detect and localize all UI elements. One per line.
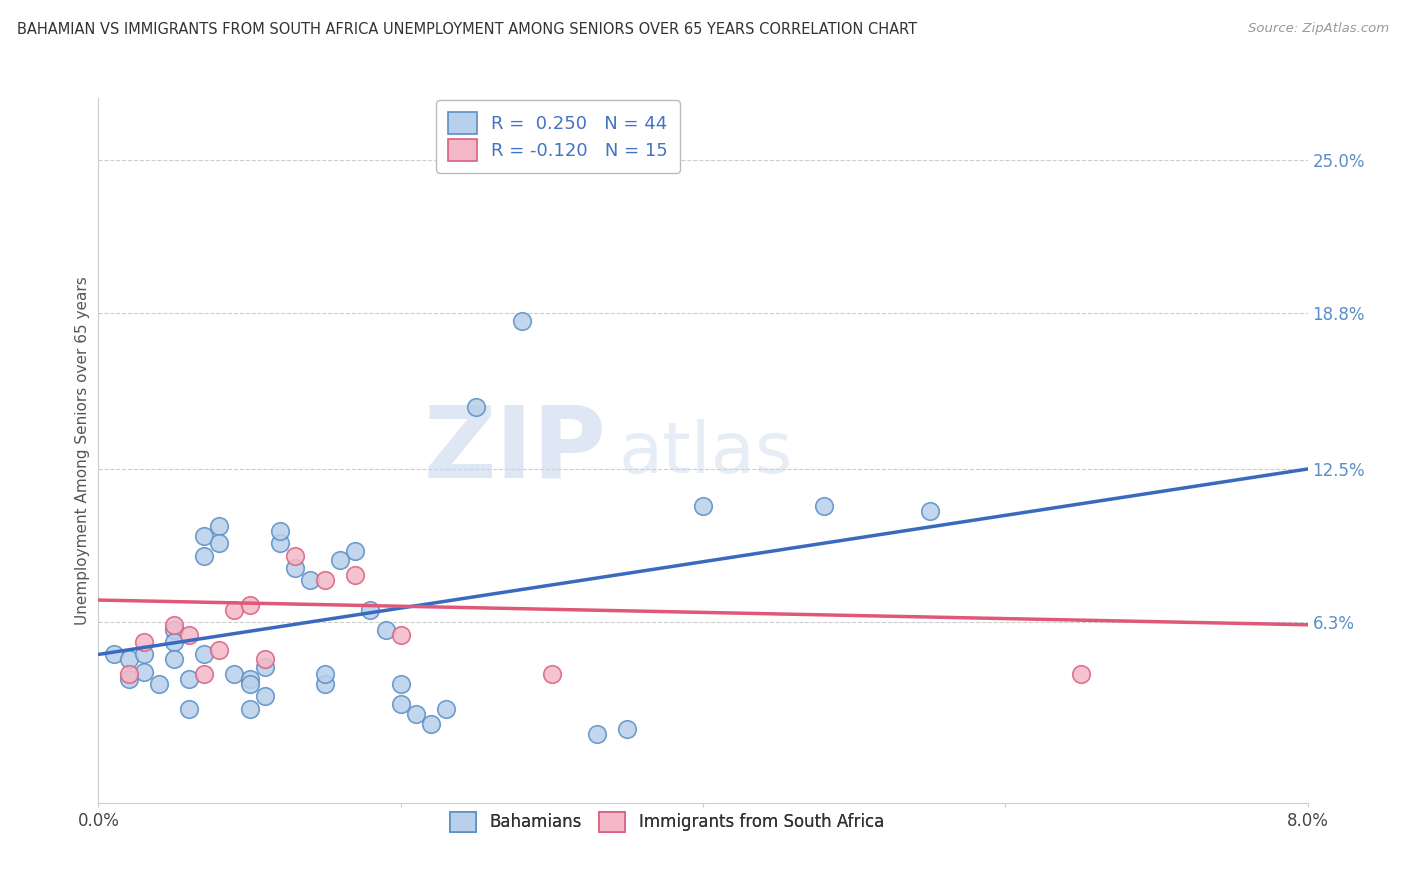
Point [179, 628, 201, 642]
Point [163, 635, 186, 649]
Point [148, 677, 170, 691]
Point [163, 652, 186, 666]
Point [692, 499, 714, 513]
Point [344, 568, 367, 582]
Point [132, 635, 155, 649]
Point [208, 536, 231, 550]
Point [193, 529, 215, 543]
Point [405, 706, 427, 721]
Point [132, 665, 155, 679]
Point [344, 543, 367, 558]
Point [314, 667, 336, 681]
Point [118, 652, 141, 666]
Text: atlas: atlas [619, 419, 793, 489]
Point [314, 677, 336, 691]
Point [465, 400, 488, 414]
Point [193, 549, 215, 563]
Point [193, 648, 215, 662]
Y-axis label: Unemployment Among Seniors over 65 years: Unemployment Among Seniors over 65 years [75, 277, 90, 624]
Point [103, 648, 125, 662]
Point [193, 667, 215, 681]
Point [616, 722, 638, 736]
Point [208, 519, 231, 533]
Point [374, 623, 396, 637]
Text: ZIP: ZIP [423, 402, 606, 499]
Point [434, 702, 457, 716]
Point [239, 677, 262, 691]
Point [329, 553, 352, 567]
Point [510, 313, 533, 327]
Text: BAHAMIAN VS IMMIGRANTS FROM SOUTH AFRICA UNEMPLOYMENT AMONG SENIORS OVER 65 YEAR: BAHAMIAN VS IMMIGRANTS FROM SOUTH AFRICA… [17, 22, 917, 37]
Point [389, 697, 412, 711]
Point [284, 549, 307, 563]
Legend: Bahamians, Immigrants from South Africa: Bahamians, Immigrants from South Africa [441, 804, 893, 840]
Point [132, 648, 155, 662]
Point [918, 504, 941, 518]
Point [586, 726, 609, 740]
Point [239, 702, 262, 716]
Text: Source: ZipAtlas.com: Source: ZipAtlas.com [1249, 22, 1389, 36]
Point [208, 642, 231, 657]
Point [314, 574, 336, 588]
Point [224, 667, 246, 681]
Point [389, 628, 412, 642]
Point [239, 672, 262, 686]
Point [179, 702, 201, 716]
Point [540, 667, 562, 681]
Point [269, 524, 291, 538]
Point [269, 536, 291, 550]
Point [389, 677, 412, 691]
Point [253, 660, 276, 674]
Point [420, 716, 443, 731]
Point [163, 617, 186, 632]
Point [253, 652, 276, 666]
Point [813, 499, 835, 513]
Point [299, 574, 322, 588]
Point [1070, 667, 1092, 681]
Point [118, 667, 141, 681]
Point [224, 603, 246, 617]
Point [179, 672, 201, 686]
Point [360, 603, 382, 617]
Point [284, 561, 307, 575]
Point [253, 690, 276, 704]
Point [239, 598, 262, 612]
Point [163, 623, 186, 637]
Point [118, 672, 141, 686]
